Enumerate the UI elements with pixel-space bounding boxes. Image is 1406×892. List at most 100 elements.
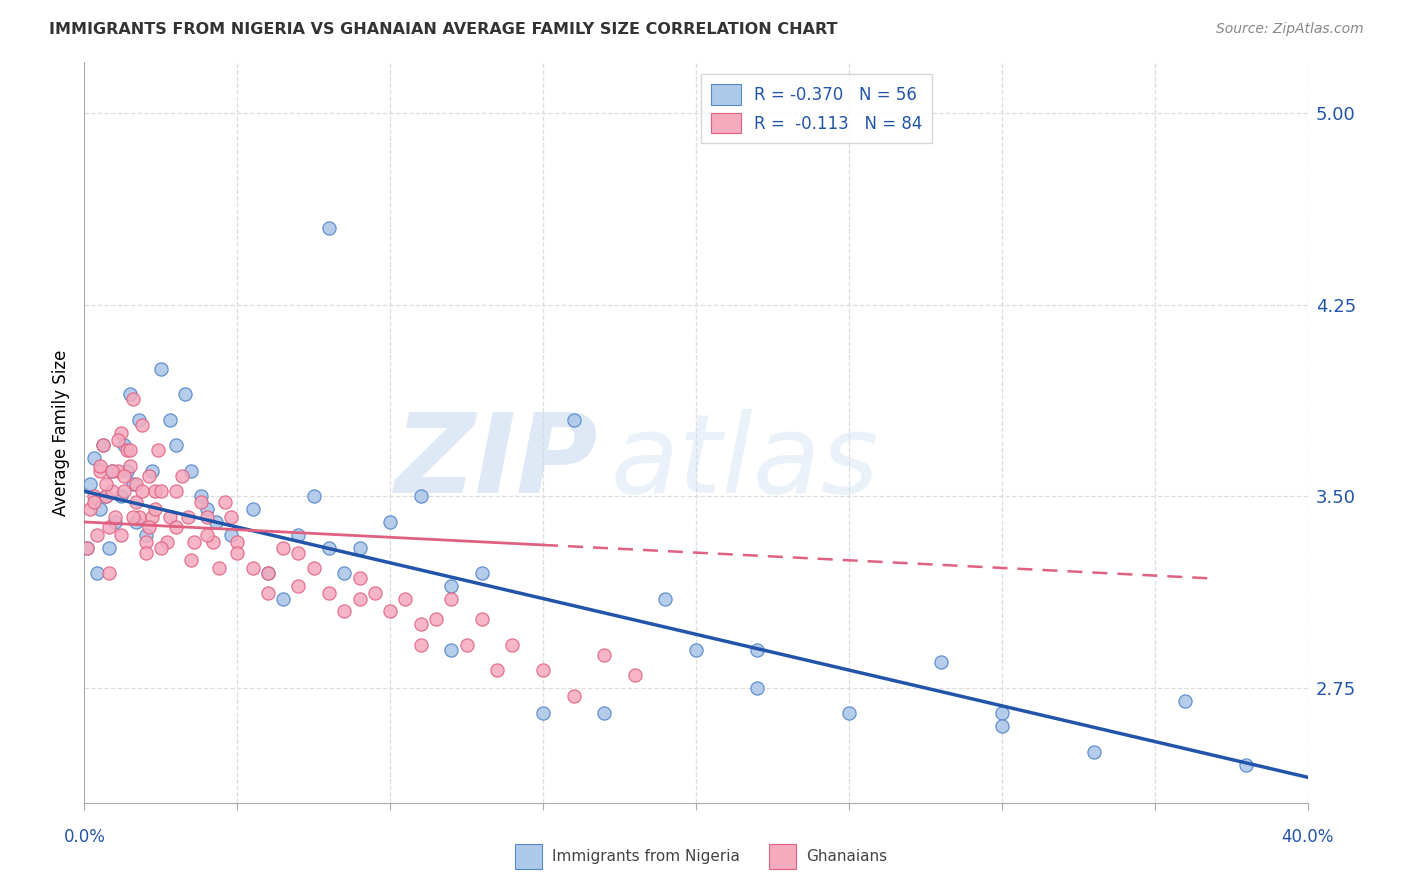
Point	[747, 681, 769, 695]
Point	[440, 642, 463, 657]
Point	[112, 484, 135, 499]
Point	[146, 443, 169, 458]
Point	[83, 494, 105, 508]
Point	[122, 509, 145, 524]
Point	[318, 221, 340, 235]
Point	[86, 527, 108, 541]
Point	[838, 706, 860, 721]
Point	[107, 464, 129, 478]
Point	[195, 527, 218, 541]
Point	[654, 591, 676, 606]
Point	[125, 494, 148, 508]
Point	[76, 541, 98, 555]
Point	[440, 591, 463, 606]
FancyBboxPatch shape	[515, 844, 541, 870]
Point	[219, 509, 242, 524]
Point	[287, 546, 309, 560]
Point	[333, 566, 356, 580]
Point	[91, 438, 114, 452]
Point	[287, 527, 309, 541]
Point	[456, 638, 478, 652]
Point	[110, 527, 132, 541]
Point	[471, 612, 494, 626]
Point	[242, 561, 264, 575]
Point	[593, 706, 616, 721]
Point	[208, 561, 231, 575]
Point	[143, 502, 166, 516]
Point	[128, 413, 150, 427]
Text: Source: ZipAtlas.com: Source: ZipAtlas.com	[1216, 22, 1364, 37]
Point	[364, 586, 387, 600]
Point	[128, 509, 150, 524]
Point	[593, 648, 616, 662]
Point	[380, 604, 402, 618]
Text: 40.0%: 40.0%	[1281, 829, 1334, 847]
Point	[79, 502, 101, 516]
Point	[89, 464, 111, 478]
Point	[138, 469, 160, 483]
Point	[219, 527, 242, 541]
Point	[115, 464, 138, 478]
Point	[94, 476, 117, 491]
Point	[122, 392, 145, 407]
Point	[165, 438, 187, 452]
Point	[531, 663, 554, 677]
Point	[125, 476, 148, 491]
Point	[131, 484, 153, 499]
Point	[177, 509, 200, 524]
Point	[180, 464, 202, 478]
Point	[1174, 694, 1197, 708]
Point	[135, 535, 157, 549]
Point	[471, 566, 494, 580]
Point	[394, 591, 416, 606]
Point	[271, 541, 294, 555]
Point	[149, 361, 172, 376]
Point	[190, 494, 212, 508]
Point	[409, 617, 432, 632]
Point	[190, 490, 212, 504]
Point	[101, 464, 124, 478]
Point	[91, 438, 114, 452]
Point	[747, 642, 769, 657]
Point	[1236, 757, 1258, 772]
Point	[104, 509, 127, 524]
Point	[101, 484, 124, 499]
Point	[115, 443, 138, 458]
Point	[110, 490, 132, 504]
Point	[141, 464, 163, 478]
Text: 0.0%: 0.0%	[63, 829, 105, 847]
Point	[929, 656, 952, 670]
Point	[195, 509, 218, 524]
Point	[149, 541, 172, 555]
Point	[349, 591, 371, 606]
Point	[165, 520, 187, 534]
Point	[302, 561, 325, 575]
Point	[349, 571, 371, 585]
Point	[257, 566, 280, 580]
Point	[318, 541, 340, 555]
Point	[107, 434, 129, 448]
FancyBboxPatch shape	[769, 844, 796, 870]
Point	[257, 566, 280, 580]
Point	[562, 689, 585, 703]
Point	[159, 509, 181, 524]
Point	[380, 515, 402, 529]
Point	[135, 527, 157, 541]
Point	[97, 520, 120, 534]
Point	[122, 476, 145, 491]
Point	[1083, 745, 1105, 759]
Point	[165, 484, 187, 499]
Point	[131, 417, 153, 432]
Point	[991, 706, 1014, 721]
Point	[172, 469, 194, 483]
Point	[214, 494, 236, 508]
Point	[257, 586, 280, 600]
Point	[94, 490, 117, 504]
Point	[226, 546, 249, 560]
Point	[562, 413, 585, 427]
Point	[287, 579, 309, 593]
Point	[333, 604, 356, 618]
Point	[120, 443, 142, 458]
Point	[125, 515, 148, 529]
Y-axis label: Average Family Size: Average Family Size	[52, 350, 70, 516]
